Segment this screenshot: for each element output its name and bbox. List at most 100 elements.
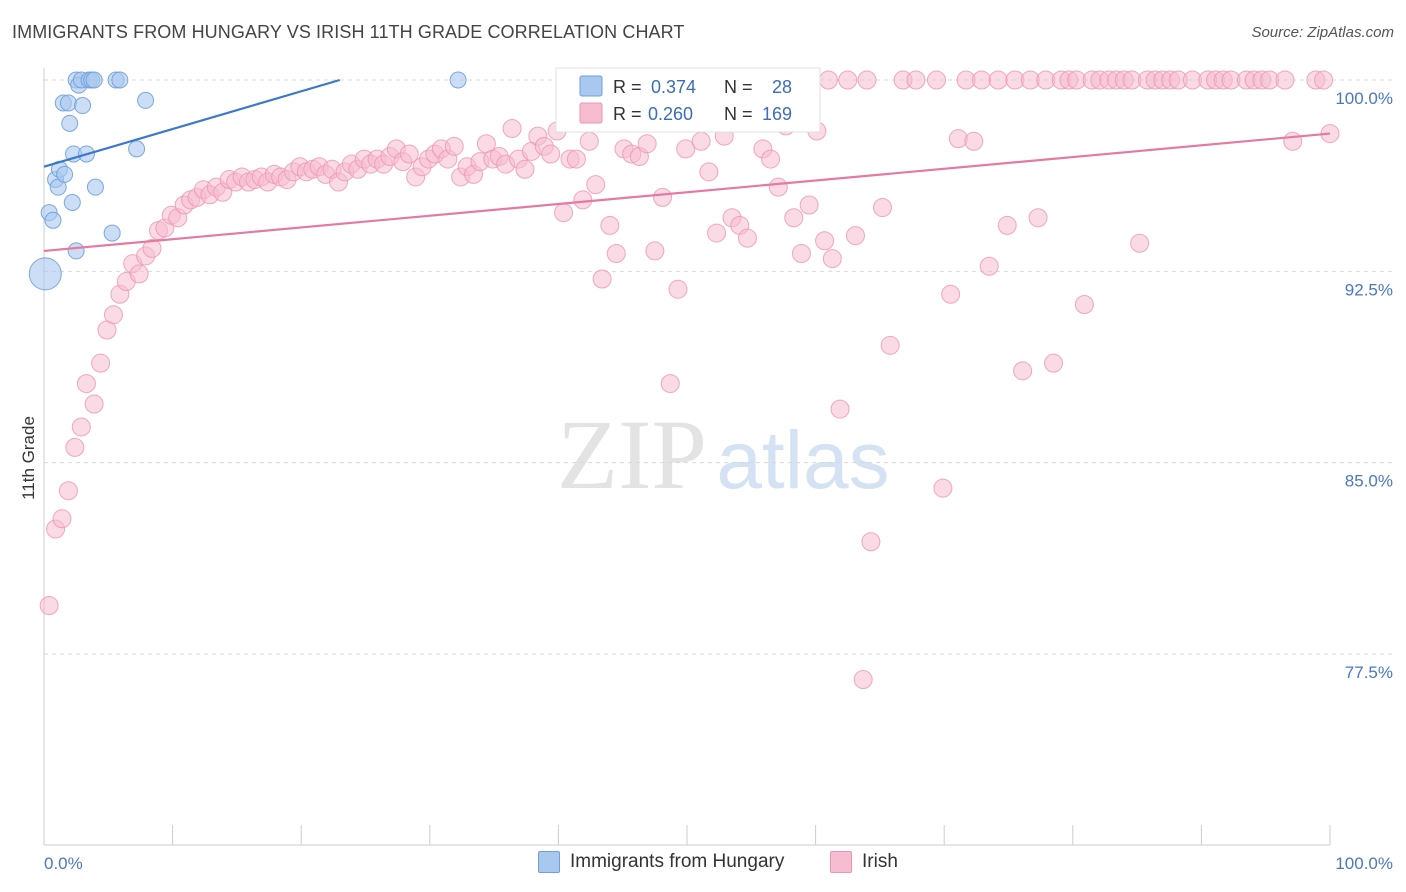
source-note: Source: ZipAtlas.com — [1251, 24, 1394, 41]
irish-point — [941, 284, 961, 304]
x-tick-label: 100.0% — [1335, 854, 1393, 873]
stats-r-label-hungary: R = — [613, 77, 642, 97]
y-axis-label: 11th Grade — [19, 416, 38, 500]
y-tick-label: 100.0% — [1335, 89, 1393, 108]
irish-point — [822, 249, 842, 269]
hungary-point — [28, 257, 62, 291]
irish-points — [39, 70, 1340, 690]
x-tick-labels: 0.0% 100.0% — [44, 854, 1393, 873]
irish-point — [926, 70, 946, 90]
hungary-point — [85, 71, 103, 89]
irish-point — [444, 136, 464, 156]
hungary-point — [44, 211, 62, 229]
legend-item-irish[interactable]: Irish — [830, 851, 898, 873]
legend-swatch-irish — [830, 851, 852, 873]
hungary-trend-line — [43, 78, 341, 168]
stats-swatch-hungary — [579, 75, 603, 97]
stats-n-label-hungary: N = — [724, 77, 753, 97]
irish-point — [857, 70, 877, 90]
irish-point — [668, 279, 688, 299]
stats-r-value-hungary: 0.374 — [651, 77, 696, 97]
irish-point — [645, 241, 665, 261]
stats-swatch-irish — [579, 102, 603, 124]
hungary-point — [103, 224, 121, 242]
y-tick-labels: 77.5% 85.0% 92.5% 100.0% — [1335, 89, 1393, 682]
irish-point — [737, 228, 757, 248]
watermark-zip: ZIP — [557, 399, 707, 510]
irish-point — [815, 231, 835, 251]
irish-point — [554, 203, 574, 223]
irish-point — [699, 162, 719, 182]
legend-swatch-hungary — [538, 851, 560, 873]
hungary-point — [61, 114, 79, 132]
chart-title: IMMIGRANTS FROM HUNGARY VS IRISH 11TH GR… — [12, 22, 685, 42]
irish-point — [1275, 70, 1295, 90]
series-legend: Immigrants from Hungary Irish — [0, 851, 1406, 879]
y-tick-label: 77.5% — [1345, 663, 1393, 682]
irish-point — [964, 131, 984, 151]
irish-point — [541, 144, 561, 164]
irish-point — [1074, 294, 1094, 314]
legend-label-irish: Irish — [862, 851, 898, 872]
irish-point — [872, 198, 892, 218]
irish-point — [606, 243, 626, 263]
irish-point — [103, 305, 123, 325]
irish-point — [933, 478, 953, 498]
irish-point — [129, 264, 149, 284]
irish-point — [784, 208, 804, 228]
irish-point — [1314, 70, 1334, 90]
irish-point — [84, 394, 104, 414]
watermark: ZIP atlas — [557, 399, 890, 510]
irish-point — [586, 175, 606, 195]
irish-point — [502, 118, 522, 138]
irish-point — [988, 70, 1008, 90]
grid-lines — [44, 79, 1394, 655]
stats-legend: R = 0.374 N = 28 R = 0.260 N = 169 — [555, 67, 821, 133]
irish-point — [861, 532, 881, 552]
irish-point — [515, 159, 535, 179]
irish-point — [676, 139, 696, 159]
irish-point — [579, 131, 599, 151]
irish-point — [58, 481, 78, 501]
irish-point — [600, 215, 620, 235]
irish-point — [1013, 361, 1033, 381]
stats-n-value-hungary: 28 — [772, 77, 792, 97]
irish-point — [653, 187, 673, 207]
irish-point — [1283, 131, 1303, 151]
hungary-point — [86, 178, 104, 196]
watermark-atlas: atlas — [716, 415, 889, 506]
irish-point — [76, 374, 96, 394]
irish-point — [799, 195, 819, 215]
legend-item-hungary[interactable]: Immigrants from Hungary — [538, 851, 784, 873]
irish-point — [71, 417, 91, 437]
irish-point — [880, 335, 900, 355]
irish-point — [707, 223, 727, 243]
hungary-point — [74, 97, 92, 115]
irish-point — [830, 399, 850, 419]
stats-n-value-irish: 169 — [762, 104, 792, 124]
hungary-point — [59, 94, 77, 112]
irish-point — [997, 215, 1017, 235]
hungary-point — [111, 71, 129, 89]
irish-point — [853, 670, 873, 690]
irish-point — [91, 353, 111, 373]
hungary-point — [67, 242, 85, 260]
stats-r-value-irish: 0.260 — [648, 104, 693, 124]
irish-point — [566, 149, 586, 169]
irish-point — [818, 70, 838, 90]
axes — [43, 68, 1331, 846]
irish-point — [399, 144, 419, 164]
irish-point — [768, 177, 788, 197]
irish-point — [845, 226, 865, 246]
irish-point — [52, 509, 72, 529]
trend-lines — [43, 78, 1331, 253]
hungary-point — [63, 193, 81, 211]
irish-point — [592, 269, 612, 289]
irish-point — [761, 149, 781, 169]
y-tick-label: 92.5% — [1345, 280, 1393, 299]
x-tick-label: 0.0% — [44, 854, 83, 873]
hungary-point — [137, 91, 155, 109]
irish-point — [838, 70, 858, 90]
irish-point — [971, 70, 991, 90]
